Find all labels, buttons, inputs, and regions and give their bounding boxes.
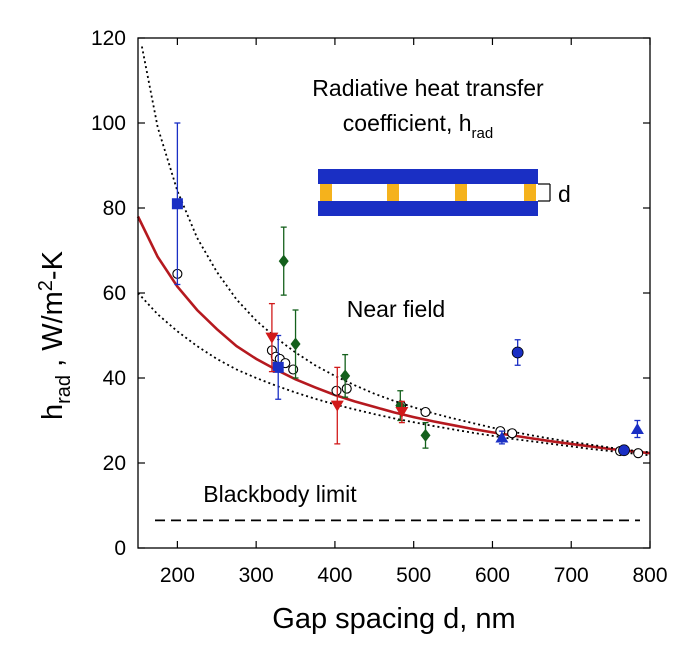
annotation-title-line2: coefficient, hrad [343,110,493,142]
annotation-near-field: Near field [347,296,445,322]
marker-open-circles [331,385,342,396]
y-tick-label: 60 [103,282,126,305]
marker-open-circles [341,383,352,394]
x-tick-label: 400 [317,564,352,587]
x-tick-label: 700 [554,564,589,587]
y-axis-title: hrad , W/m2-K [35,250,75,420]
x-tick-label: 300 [239,564,274,587]
x-tick-label: 500 [396,564,431,587]
marker-blue-triangles-up [495,431,509,443]
x-axis-title: Gap spacing d, nm [272,603,515,635]
curve-lower-bound [137,292,651,457]
marker-red-triangles-down [330,400,344,412]
annotation-title-line2-main: coefficient, h [343,110,472,136]
marker-green-diamonds [420,428,431,442]
curves [136,46,651,522]
y-tick-label: 40 [103,367,126,390]
annotation-title-line1: Radiative heat transfer [312,75,544,101]
y-tick-label: 120 [91,27,126,50]
annotation-title-line2-sub: rad [472,125,494,142]
marker-open-circles [288,364,299,375]
marker-open-circles [633,448,644,459]
inset-top-plate [318,169,538,184]
y-axis-title-units-suffix: -K [37,250,69,280]
marker-green-diamonds [340,369,351,383]
y-tick-label: 100 [91,112,126,135]
marker-blue-circles [618,444,630,457]
inset-gap-label: d [558,181,571,207]
curve-upper-bound [141,46,651,454]
marker-blue-triangles-up [630,423,644,434]
y-axis-title-sup: 2 [35,280,57,291]
inset-spacer [320,184,332,201]
y-tick-label: 20 [103,452,126,475]
y-axis-title-main: h [37,404,69,420]
marker-red-triangles-down [265,332,279,344]
inset-schematic [318,169,551,216]
y-tick-label: 0 [114,537,126,560]
marker-blue-squares [171,198,183,210]
annotations: Radiative heat transfer coefficient, hra… [203,75,570,507]
inset-bottom-plate [318,201,538,216]
axis-ticks: 200 300 400 500 600 700 800 0 20 40 60 80 100 120 [91,27,668,587]
x-tick-label: 200 [160,564,195,587]
marker-red-triangles-down [395,407,409,418]
marker-green-diamonds [278,254,289,268]
inset-spacer [387,184,399,201]
annotation-blackbody: Blackbody limit [203,481,357,507]
x-tick-label: 600 [475,564,510,587]
x-tick-label: 800 [632,564,667,587]
curve-fit [136,215,651,455]
markers [171,122,644,459]
y-axis-title-units: , W/m [37,291,69,375]
inset-spacer [524,184,536,201]
marker-green-diamonds [290,337,301,351]
marker-blue-squares [272,361,284,373]
marker-blue-circles [511,346,524,359]
marker-open-circles [507,428,518,439]
y-axis-title-sub: rad [53,375,75,404]
y-tick-label: 80 [103,197,126,220]
inset-spacer [455,184,467,201]
marker-open-circles [420,406,431,418]
